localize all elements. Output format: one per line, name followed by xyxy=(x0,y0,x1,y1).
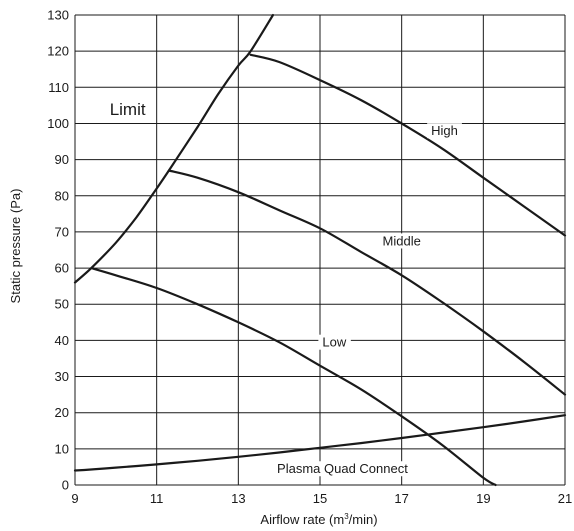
y-tick-label: 70 xyxy=(55,224,69,239)
x-tick-label: 21 xyxy=(558,491,572,506)
y-tick-label: 100 xyxy=(47,116,69,131)
plasma-label: Plasma Quad Connect xyxy=(277,461,408,476)
plasma-label-bg xyxy=(273,461,413,477)
plasma-quad-connect-curve xyxy=(73,414,567,472)
middle-label: Middle xyxy=(383,233,421,248)
x-tick-label: 17 xyxy=(394,491,408,506)
low-label-bg xyxy=(318,334,351,350)
x-tick-label: 19 xyxy=(476,491,490,506)
high-label-bg xyxy=(427,123,462,139)
y-tick-label: 60 xyxy=(55,261,69,276)
x-tick-label: 9 xyxy=(71,491,78,506)
x-tick-label: 11 xyxy=(150,491,164,506)
low-curve xyxy=(90,267,497,487)
curves xyxy=(73,13,567,487)
y-tick-label: 50 xyxy=(55,297,69,312)
x-axis-title: Airflow rate (m3/min) xyxy=(260,512,377,527)
grid xyxy=(74,14,566,486)
y-tick-label: 130 xyxy=(47,8,69,23)
limit-curve xyxy=(73,13,275,284)
y-tick-label: 110 xyxy=(48,80,69,95)
y-tick-label: 20 xyxy=(55,405,69,420)
y-tick-label: 120 xyxy=(47,44,69,59)
middle-label-bg xyxy=(378,233,425,249)
x-tick-label: 15 xyxy=(313,491,327,506)
curve-labels: High Middle Low Plasma Quad Connect Limi… xyxy=(110,100,462,477)
y-tick-label: 10 xyxy=(55,441,69,456)
limit-label: Limit xyxy=(110,100,146,119)
y-tick-label: 0 xyxy=(62,478,69,493)
y-tick-label: 80 xyxy=(55,188,69,203)
high-curve xyxy=(249,53,567,237)
x-tick-label: 13 xyxy=(231,491,245,506)
low-label: Low xyxy=(322,335,346,350)
y-tick-label: 40 xyxy=(55,333,69,348)
y-axis-title: Static pressure (Pa) xyxy=(8,189,23,304)
middle-curve xyxy=(167,169,567,396)
high-label: High xyxy=(431,123,458,138)
y-tick-label: 30 xyxy=(55,369,69,384)
tick-labels: 9 11 13 15 17 19 21 0 10 20 30 40 50 60 70 80 90 100 110 12… xyxy=(47,8,572,507)
y-tick-label: 90 xyxy=(55,152,69,167)
